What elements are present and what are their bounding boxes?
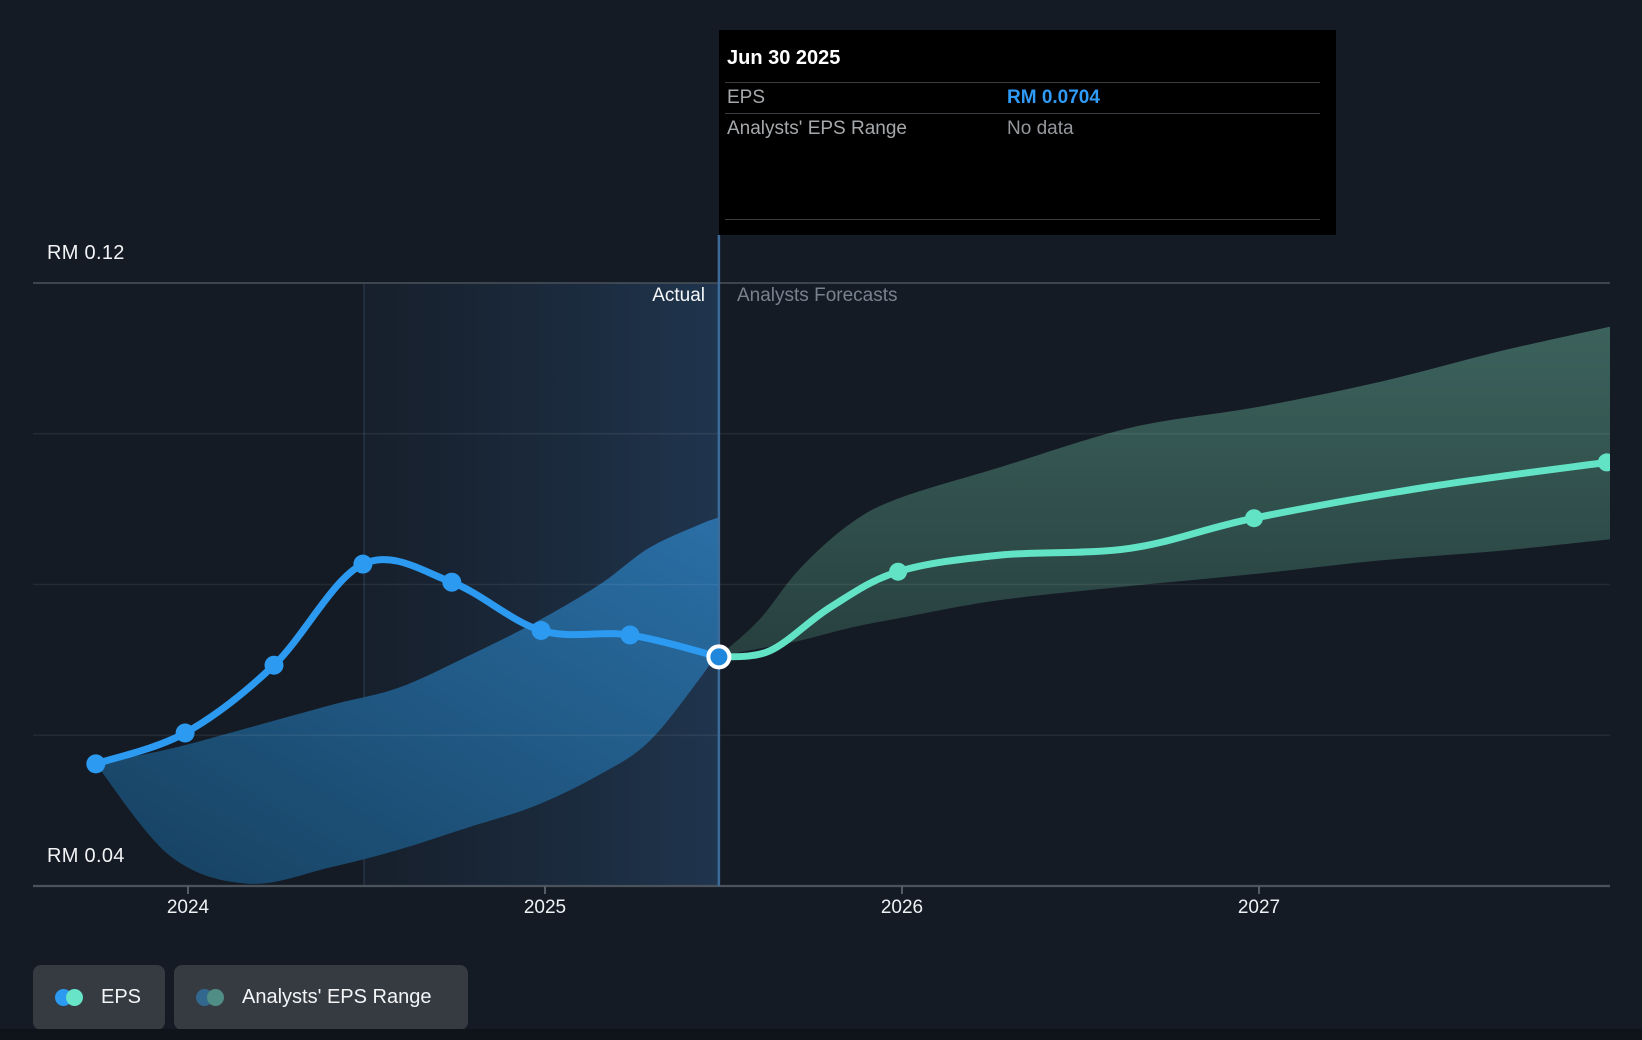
legend-eps-label: EPS: [101, 986, 142, 1008]
x-axis-label: 2025: [523, 897, 567, 918]
tooltip-range-label: Analysts' EPS Range: [727, 118, 907, 139]
chart-tooltip: Jun 30 2025 EPS RM 0.0704 Analysts' EPS …: [719, 30, 1336, 235]
x-axis-label: 2026: [880, 897, 924, 918]
y-axis-label-top: RM 0.12: [47, 242, 125, 264]
legend-range-label: Analysts' EPS Range: [242, 986, 432, 1008]
zone-label-forecast: Analysts Forecasts: [737, 285, 898, 306]
actual-eps-dot[interactable]: [264, 655, 284, 675]
eps-range-series-icon: [196, 989, 224, 1006]
current-eps-dot[interactable]: [706, 644, 732, 670]
tooltip-range-value: No data: [1007, 118, 1074, 139]
x-axis-label: 2024: [166, 897, 210, 918]
tooltip-divider: [725, 113, 1320, 114]
forecast-eps-dot[interactable]: [1597, 453, 1616, 472]
bottom-edge-strip: [0, 1029, 1642, 1040]
forecast-eps-dot[interactable]: [1245, 509, 1263, 528]
tooltip-divider: [725, 219, 1320, 220]
actual-eps-dot[interactable]: [620, 625, 640, 645]
y-axis-label-bottom: RM 0.04: [47, 845, 125, 867]
actual-eps-line[interactable]: [92, 556, 723, 768]
actual-eps-dot[interactable]: [531, 621, 551, 640]
x-axis-label: 2027: [1237, 897, 1281, 918]
actual-eps-dot[interactable]: [175, 723, 195, 743]
eps-series-icon: [55, 989, 83, 1006]
actual-eps-dot[interactable]: [353, 554, 373, 574]
tooltip-eps-label: EPS: [727, 87, 766, 108]
actual-eps-dot[interactable]: [442, 572, 462, 592]
tooltip-eps-value: RM 0.0704: [1007, 87, 1100, 108]
forecast-eps-dot[interactable]: [889, 562, 908, 581]
tooltip-divider: [725, 82, 1320, 83]
legend-item-analysts-eps-range[interactable]: Analysts' EPS Range: [174, 965, 468, 1030]
zone-label-actual: Actual: [652, 285, 705, 306]
forecast-range-band: [718, 326, 1610, 657]
tooltip-date: Jun 30 2025: [727, 47, 841, 69]
legend-item-eps[interactable]: EPS: [33, 965, 165, 1030]
actual-range-band: [95, 517, 719, 884]
actual-eps-dot[interactable]: [86, 754, 106, 774]
forecast-eps-line[interactable]: [715, 458, 1610, 661]
